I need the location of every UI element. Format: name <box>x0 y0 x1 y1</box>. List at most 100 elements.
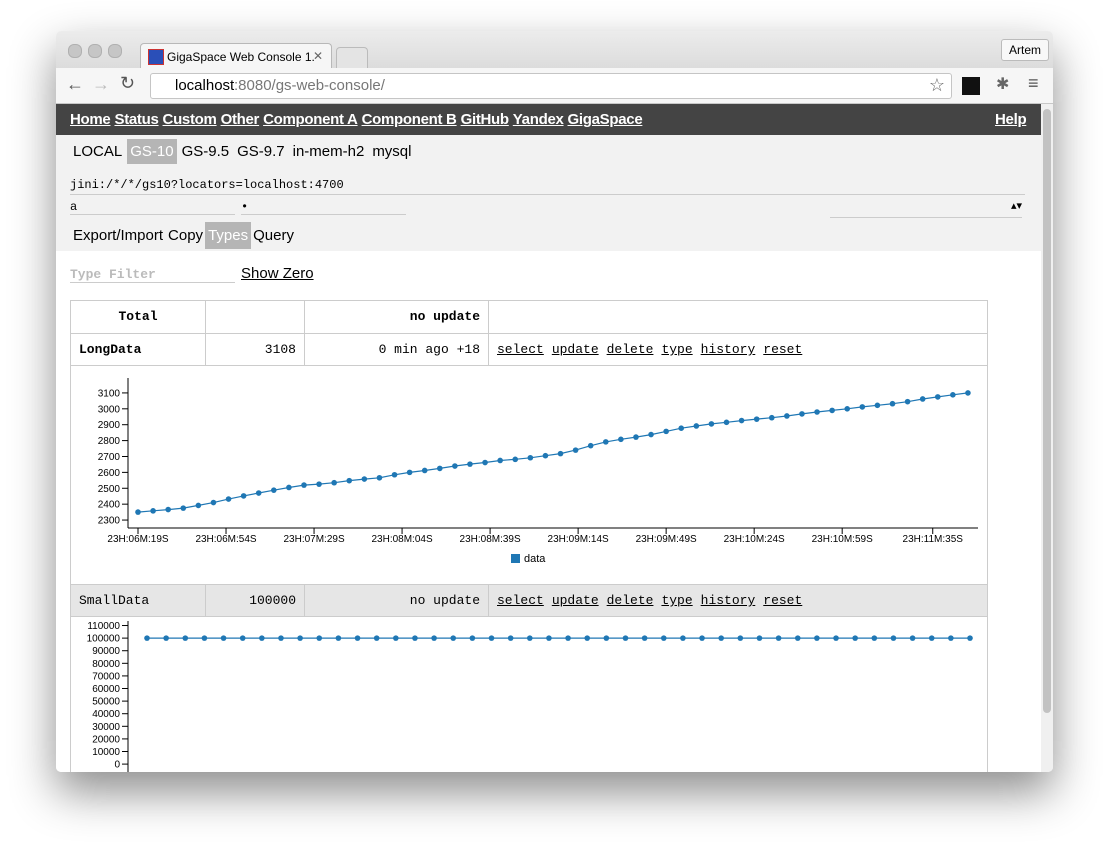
data-point <box>354 635 361 641</box>
profile-button[interactable]: Artem <box>1001 39 1050 61</box>
nav-link[interactable]: Other <box>220 111 260 128</box>
legend-swatch <box>511 554 520 563</box>
data-point <box>919 396 926 402</box>
data-point <box>225 496 232 502</box>
new-tab[interactable] <box>336 47 368 68</box>
data-point <box>316 481 322 487</box>
show-zero-link[interactable]: Show Zero <box>241 265 314 282</box>
action-link[interactable]: history <box>700 342 756 357</box>
y-tick-label: 100000 <box>87 634 121 645</box>
nav-link[interactable]: Component B <box>361 111 457 128</box>
y-tick-label: 2600 <box>98 468 121 479</box>
action-link[interactable]: select <box>497 593 544 608</box>
section-tab[interactable]: Query <box>253 227 294 244</box>
table-cell <box>205 300 305 334</box>
action-link[interactable]: select <box>497 342 544 357</box>
bookmark-star[interactable]: ☆ <box>928 75 945 95</box>
scroll-thumb[interactable] <box>1043 109 1051 713</box>
browser-window: GigaSpace Web Console 1. ✕ Artem ← → ↻ l… <box>56 31 1053 772</box>
url-host: localhost <box>175 77 235 94</box>
data-point <box>753 416 760 422</box>
select-dropdown[interactable]: ▴▾ <box>830 199 1022 218</box>
section-tab[interactable]: Copy <box>168 227 204 244</box>
data-point <box>967 635 973 641</box>
url-path: :8080/gs-web-console/ <box>234 77 385 94</box>
nav-link[interactable]: Status <box>114 111 159 128</box>
action-link[interactable]: reset <box>763 342 803 357</box>
action-link[interactable]: delete <box>606 342 654 357</box>
data-point <box>431 635 437 641</box>
zoom-button[interactable] <box>108 44 122 58</box>
type-filter-input[interactable]: Type Filter <box>70 267 235 283</box>
data-point <box>331 479 337 486</box>
nav-link[interactable]: Custom <box>162 111 217 128</box>
y-tick-label: 2300 <box>98 516 121 527</box>
action-link[interactable]: history <box>700 593 756 608</box>
password-input[interactable]: • <box>241 200 406 215</box>
action-link[interactable]: reset <box>763 593 803 608</box>
nav-link[interactable]: Yandex <box>512 111 564 128</box>
extension-icon[interactable] <box>962 77 980 95</box>
nav-link[interactable]: GitHub <box>460 111 510 128</box>
table-cell: no update <box>304 584 489 617</box>
menu-button[interactable]: ≡ <box>1028 73 1039 93</box>
data-point <box>768 414 775 421</box>
y-tick-label: 90000 <box>92 646 120 657</box>
server-item[interactable]: GS-10 <box>127 139 177 164</box>
action-link[interactable]: type <box>661 342 693 357</box>
favicon <box>148 49 164 65</box>
extension-icon[interactable]: ✱ <box>996 76 1010 93</box>
data-line <box>137 392 968 513</box>
data-point <box>271 487 277 493</box>
section-tab[interactable]: Types <box>205 222 252 249</box>
data-point <box>723 419 730 426</box>
help-link[interactable]: Help <box>995 111 1027 128</box>
data-point <box>572 447 579 453</box>
chart-cell: -100000100002000030000400005000060000700… <box>70 616 988 772</box>
action-link[interactable]: update <box>551 342 599 357</box>
server-item[interactable]: GS-9.5 <box>181 143 230 160</box>
forward-button[interactable]: → <box>92 74 110 94</box>
nav-links: Home Status Custom Other Component A Componen… <box>70 111 646 129</box>
y-tick-label: 2400 <box>98 500 121 511</box>
nav-link[interactable]: Component A <box>263 111 358 128</box>
action-link[interactable]: update <box>551 593 599 608</box>
server-item[interactable]: in-mem-h2 <box>292 143 365 160</box>
nav-link[interactable]: GigaSpace <box>567 111 643 128</box>
data-point <box>239 635 246 641</box>
nav-link[interactable]: Home <box>70 111 111 128</box>
server-item[interactable]: GS-9.7 <box>237 143 285 160</box>
legend-label: data <box>524 553 546 565</box>
data-point <box>756 635 763 641</box>
data-point <box>259 635 265 641</box>
server-item[interactable]: LOCAL <box>73 143 123 160</box>
close-button[interactable] <box>68 44 82 58</box>
minimize-button[interactable] <box>88 44 102 58</box>
x-tick-label: 23H:07M:29S <box>283 534 344 545</box>
user-input[interactable]: a <box>70 200 235 215</box>
section-tab[interactable]: Export/Import <box>73 227 164 244</box>
tab[interactable]: GigaSpace Web Console 1. ✕ <box>140 43 332 70</box>
data-point <box>542 452 549 459</box>
data-point <box>373 635 380 641</box>
data-point <box>488 635 495 641</box>
data-point <box>641 635 648 641</box>
y-tick-label: 2700 <box>98 452 121 463</box>
reload-button[interactable]: ↻ <box>120 73 136 93</box>
page: Home Status Custom Other Component A Componen… <box>56 104 1041 772</box>
data-point <box>557 450 564 457</box>
data-point <box>775 635 782 641</box>
server-item[interactable]: mysql <box>372 143 412 160</box>
chart: 2300 2400 2500 2600 2700 2800 2900 3000 3100 23H:… <box>98 378 978 565</box>
back-button[interactable]: ← <box>66 74 84 94</box>
address-bar[interactable]: localhost:8080/gs-web-console/ ☆ <box>150 73 952 99</box>
action-link[interactable]: type <box>661 593 693 608</box>
action-link[interactable]: delete <box>606 593 654 608</box>
data-point <box>602 439 609 445</box>
data-point <box>278 635 284 641</box>
data-point <box>584 635 591 641</box>
data-point <box>814 635 820 641</box>
jini-url-input[interactable]: jini:/*/*/gs10?locators=localhost:4700 <box>70 178 1025 195</box>
tab-close[interactable]: ✕ <box>313 49 324 63</box>
